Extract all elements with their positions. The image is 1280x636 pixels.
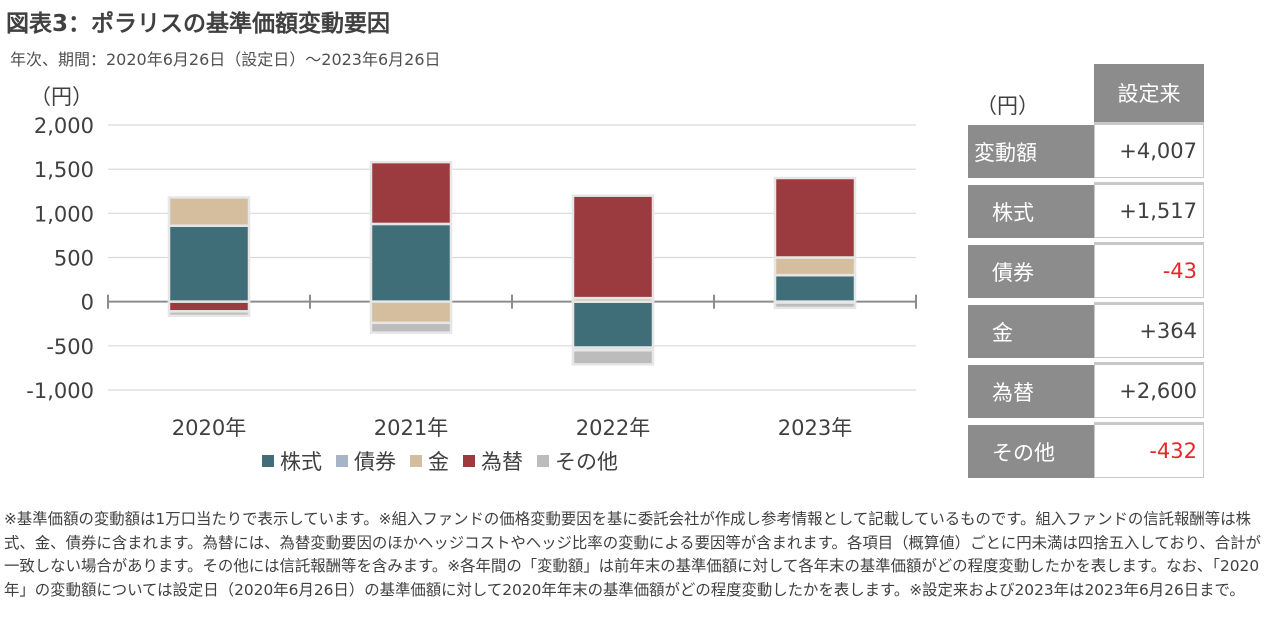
legend-item: 株式 [262,446,322,476]
y-tick-label: -1,000 [26,379,94,403]
y-tick-label: -500 [46,335,94,359]
table-row-label: 株式 [968,182,1094,238]
x-tick-label: 2021年 [374,416,448,440]
legend-swatch [410,455,422,467]
x-tick-label: 2020年 [172,416,246,440]
legend-swatch [336,455,348,467]
table-header: 設定来 [1094,64,1204,122]
bar-segment [167,300,251,313]
bar-segment [773,301,857,310]
bar-segment [773,273,857,303]
table-row: 株式 +1,517 [968,182,1204,238]
bar-segment [167,196,251,227]
legend-item: その他 [537,446,618,476]
y-tick-label: 2,000 [34,114,94,138]
legend-label: 株式 [280,450,322,474]
bar-segment [571,300,655,349]
table-unit: （円） [976,94,1039,118]
legend-label: 債券 [354,450,396,474]
x-tick-label: 2022年 [576,416,650,440]
legend-item: 金 [410,446,449,476]
table-row: 為替 +2,600 [968,362,1204,418]
legend-swatch [463,455,475,467]
bar-segment [369,300,453,325]
stacked-bar-chart: （円） 2,000 1,500 1,000 500 0 -500 -1,000 2020年 202… [26,85,917,440]
chart-title: 図表3：ポラリスの基準価額変動要因 [6,11,391,37]
legend-label: その他 [555,450,618,474]
y-tick-label: 1,500 [34,158,94,182]
y-tick-label: 1,000 [34,202,94,226]
bar-segment [571,349,655,366]
y-tick-label: 500 [54,247,94,271]
y-axis-label: （円） [30,85,93,109]
bar-segment [167,310,251,318]
table-row-value: +4,007 [1094,122,1204,178]
table-row-label: 金 [968,302,1094,358]
y-tick-label: 0 [81,291,94,315]
legend-item: 債券 [336,446,396,476]
table-row: 変動額 +4,007 [968,122,1204,178]
legend-swatch [262,455,274,467]
table-row-label: 為替 [968,362,1094,418]
x-tick-label: 2023年 [778,416,852,440]
table-row-label: その他 [968,422,1094,478]
chart-subtitle: 年次、期間：2020年6月26日（設定日）～2023年6月26日 [10,50,441,69]
footnote: ※基準価額の変動額は1万口当たりで表示しています。※組入ファンドの価格変動要因を… [4,510,1261,599]
bar-segment [773,256,857,277]
bar-segment [369,160,453,226]
bar-segment [773,176,857,259]
table-row-value: -432 [1094,422,1204,478]
legend-label: 為替 [481,450,523,474]
bar-segment [167,224,251,303]
table-row: その他 -432 [968,422,1204,478]
table-row-value: +364 [1094,302,1204,358]
table-row: 金 +364 [968,302,1204,358]
chart-legend: 株式 債券 金 為替 その他 [262,446,618,476]
legend-label: 金 [428,450,449,474]
bar-segment [369,321,453,334]
table-row-label: 債券 [968,242,1094,298]
legend-swatch [537,455,549,467]
bar-segment [571,194,655,300]
table-row-value: -43 [1094,242,1204,298]
table-row-value: +1,517 [1094,182,1204,238]
legend-item: 為替 [463,446,523,476]
table-row: 債券 -43 [968,242,1204,298]
table-row-value: +2,600 [1094,362,1204,418]
table-row-label: 変動額 [968,122,1094,178]
bar-segment [369,222,453,303]
